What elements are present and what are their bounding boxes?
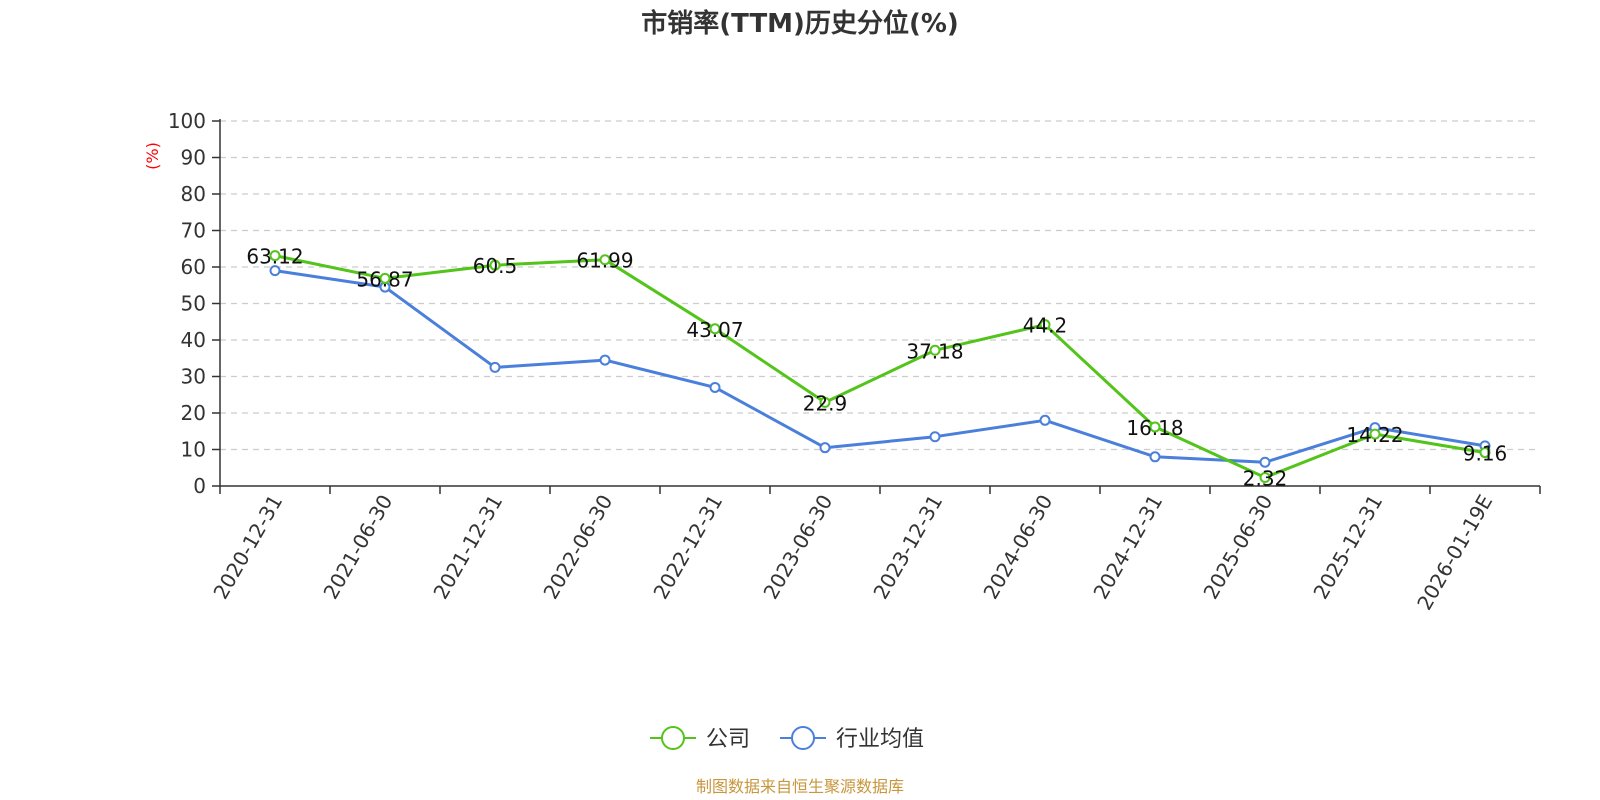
x-tick-label: 2022-12-31 <box>648 491 727 604</box>
y-tick-label: 40 <box>181 328 206 352</box>
chart-title: 市销率(TTM)历史分位(%) <box>641 8 959 39</box>
data-label: 43.07 <box>686 318 743 342</box>
data-label: 22.9 <box>803 391 848 415</box>
x-tick-label: 2025-12-31 <box>1308 491 1387 604</box>
data-label: 9.16 <box>1463 442 1508 466</box>
series-line <box>274 269 1486 464</box>
x-tick-label: 2024-12-31 <box>1088 491 1167 604</box>
data-point[interactable] <box>819 396 831 408</box>
series-0 <box>269 250 1491 484</box>
legend-item-0[interactable]: 公司 <box>650 726 750 752</box>
legend-label: 公司 <box>706 727 750 752</box>
data-point[interactable] <box>599 354 611 366</box>
y-tick-label: 10 <box>181 438 206 462</box>
legend-label: 行业均值 <box>836 727 924 752</box>
data-point[interactable] <box>1039 319 1051 331</box>
x-tick-label: 2023-12-31 <box>868 491 947 604</box>
data-point[interactable] <box>1039 414 1051 426</box>
data-point[interactable] <box>599 254 611 266</box>
y-axis-unit: (%) <box>143 142 162 170</box>
legend: 公司 行业均值 <box>650 726 924 752</box>
series-layer <box>269 250 1491 484</box>
data-point[interactable] <box>929 431 941 443</box>
x-tick-label: 2025-06-30 <box>1198 491 1277 604</box>
x-tick-label: 2022-06-30 <box>538 491 617 604</box>
x-tick-label: 2021-06-30 <box>318 491 397 604</box>
axes: 0 10 20 30 40 50 60 70 80 90 100 2020-12-31 2021-06-… <box>168 109 1541 615</box>
data-point[interactable] <box>1149 421 1161 433</box>
y-tick-label: 90 <box>181 146 206 170</box>
data-point[interactable] <box>269 265 281 277</box>
data-point[interactable] <box>1149 451 1161 463</box>
source-note: 制图数据来自恒生聚源数据库 <box>696 777 904 796</box>
data-label: 37.18 <box>906 339 963 363</box>
data-point[interactable] <box>1259 456 1271 468</box>
data-label: 2.32 <box>1243 467 1288 491</box>
y-tick-label: 60 <box>181 255 206 279</box>
series-1 <box>269 265 1491 468</box>
legend-item-1[interactable]: 行业均值 <box>780 726 924 752</box>
data-point[interactable] <box>379 272 391 284</box>
data-label: 60.5 <box>473 254 518 278</box>
data-point[interactable] <box>929 344 941 356</box>
x-tick-label: 2021-12-31 <box>428 491 507 604</box>
x-tick-label: 2024-06-30 <box>978 491 1057 604</box>
data-point[interactable] <box>1369 428 1381 440</box>
y-tick-label: 100 <box>168 109 206 133</box>
data-label: 44.2 <box>1023 314 1068 338</box>
data-point[interactable] <box>1259 472 1271 484</box>
series-line <box>274 254 1486 479</box>
x-tick-label: 2023-06-30 <box>758 491 837 604</box>
grid <box>220 120 1540 451</box>
y-tick-label: 70 <box>181 219 206 243</box>
y-tick-label: 0 <box>193 474 206 498</box>
data-point[interactable] <box>489 361 501 373</box>
data-point[interactable] <box>709 323 721 335</box>
data-label: 16.18 <box>1126 416 1183 440</box>
legend-marker-icon <box>791 726 815 750</box>
data-label: 63.12 <box>246 245 303 269</box>
y-tick-label: 20 <box>181 401 206 425</box>
data-label: 14.22 <box>1346 423 1403 447</box>
data-point[interactable] <box>269 250 281 262</box>
data-point[interactable] <box>709 381 721 393</box>
data-label: 61.99 <box>576 249 633 273</box>
x-tick-label: 2020-12-31 <box>208 491 287 604</box>
legend-marker-icon <box>661 726 685 750</box>
data-labels: 63.12 56.87 60.5 61.99 43.07 22.9 37.18 44.2 16.… <box>246 245 1507 491</box>
x-tick-label: 2026-01-19E <box>1412 491 1497 615</box>
data-point[interactable] <box>489 259 501 271</box>
y-tick-label: 80 <box>181 182 206 206</box>
data-point[interactable] <box>1479 447 1491 459</box>
data-label: 56.87 <box>356 267 413 291</box>
data-point[interactable] <box>819 442 831 454</box>
y-tick-label: 50 <box>181 292 206 316</box>
y-tick-label: 30 <box>181 365 206 389</box>
